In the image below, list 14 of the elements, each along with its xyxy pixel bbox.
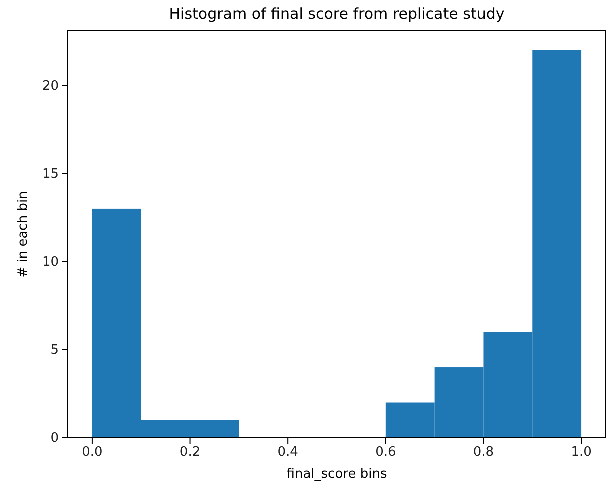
x-tick-label: 1.0	[571, 445, 592, 460]
x-tick-label: 0.2	[180, 445, 201, 460]
y-tick-label: 15	[42, 166, 59, 182]
y-tick-label: 5	[50, 343, 59, 358]
y-tick-label: 10	[42, 254, 59, 270]
y-tick-label: 0	[50, 431, 59, 446]
x-tick-label: 0.0	[82, 445, 103, 460]
x-tick-label: 0.4	[278, 445, 298, 460]
x-tick-label: 0.8	[473, 445, 494, 460]
x-tick-label: 0.6	[376, 445, 396, 460]
chart-title: Histogram of final score from replicate study	[169, 5, 505, 23]
x-axis-title: final_score bins	[286, 467, 388, 482]
y-axis-title: # in each bin	[16, 191, 31, 278]
y-tick-label: 20	[42, 78, 59, 94]
